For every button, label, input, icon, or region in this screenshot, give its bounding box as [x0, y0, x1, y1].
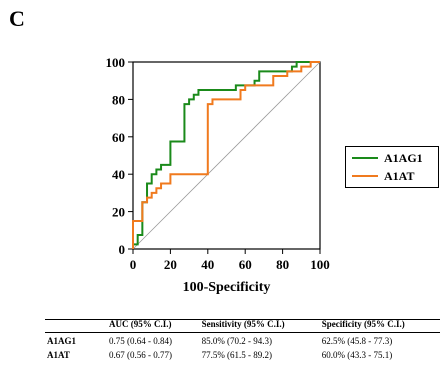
y-tick-label: 20	[112, 205, 125, 220]
x-tick-label: 0	[130, 257, 137, 272]
table-cell-specificity: 62.5% (45.8 - 77.3)	[321, 336, 393, 346]
legend-swatch-a1at	[352, 175, 378, 177]
table-cell-marker: A1AG1	[47, 336, 76, 346]
table-header-auc: AUC (95% C.I.)	[107, 317, 200, 333]
legend: A1AG1 A1AT	[345, 146, 439, 188]
table-header-specificity: Specificity (95% C.I.)	[319, 317, 440, 333]
table-cell-sensitivity: 85.0% (70.2 - 94.3)	[201, 336, 273, 346]
plot-frame	[132, 61, 321, 250]
legend-swatch-a1ag1	[352, 157, 378, 159]
legend-item-a1ag1: A1AG1	[352, 150, 423, 166]
series-line-a1at	[132, 61, 320, 249]
y-tick-label: 60	[112, 130, 125, 145]
table-row: A1AG1 0.75 (0.64 - 0.84) 85.0% (70.2 - 9…	[45, 333, 440, 348]
y-tick-label: 40	[112, 167, 125, 182]
table-header-empty	[45, 317, 107, 333]
x-tick-label: 40	[201, 257, 214, 272]
roc-chart: 0 20 40 60 80 100 0 20 40 60 80 100 100-Specificity	[106, 55, 330, 295]
y-tick-label: 100	[106, 55, 126, 70]
x-tick-label: 60	[239, 257, 252, 272]
x-tick-label: 100	[310, 257, 330, 272]
x-tick-label: 20	[164, 257, 177, 272]
table-header-sensitivity: Sensitivity (95% C.I.)	[199, 317, 320, 333]
x-tick-label: 80	[276, 257, 289, 272]
y-tick-label: 80	[112, 92, 125, 107]
x-axis-label: 100-Specificity	[183, 280, 271, 295]
table-cell-specificity: 60.0% (43.3 - 75.1)	[321, 350, 393, 360]
table-cell-sensitivity: 77.5% (61.5 - 89.2)	[201, 350, 273, 360]
stats-table: AUC (95% C.I.) Sensitivity (95% C.I.) Sp…	[45, 317, 440, 361]
panel-label: C	[9, 6, 25, 31]
table-cell-marker: A1AT	[47, 350, 70, 360]
table-row: A1AT 0.67 (0.56 - 0.77) 77.5% (61.5 - 89…	[45, 347, 440, 361]
y-tick-label: 0	[119, 242, 126, 257]
legend-item-a1at: A1AT	[352, 168, 414, 184]
table-cell-auc: 0.75 (0.64 - 0.84)	[109, 336, 172, 346]
reference-diagonal	[132, 61, 321, 250]
table-header-row: AUC (95% C.I.) Sensitivity (95% C.I.) Sp…	[45, 317, 440, 333]
table-cell-auc: 0.67 (0.56 - 0.77)	[109, 350, 172, 360]
legend-label-a1ag1: A1AG1	[384, 150, 423, 165]
legend-label-a1at: A1AT	[384, 168, 415, 183]
